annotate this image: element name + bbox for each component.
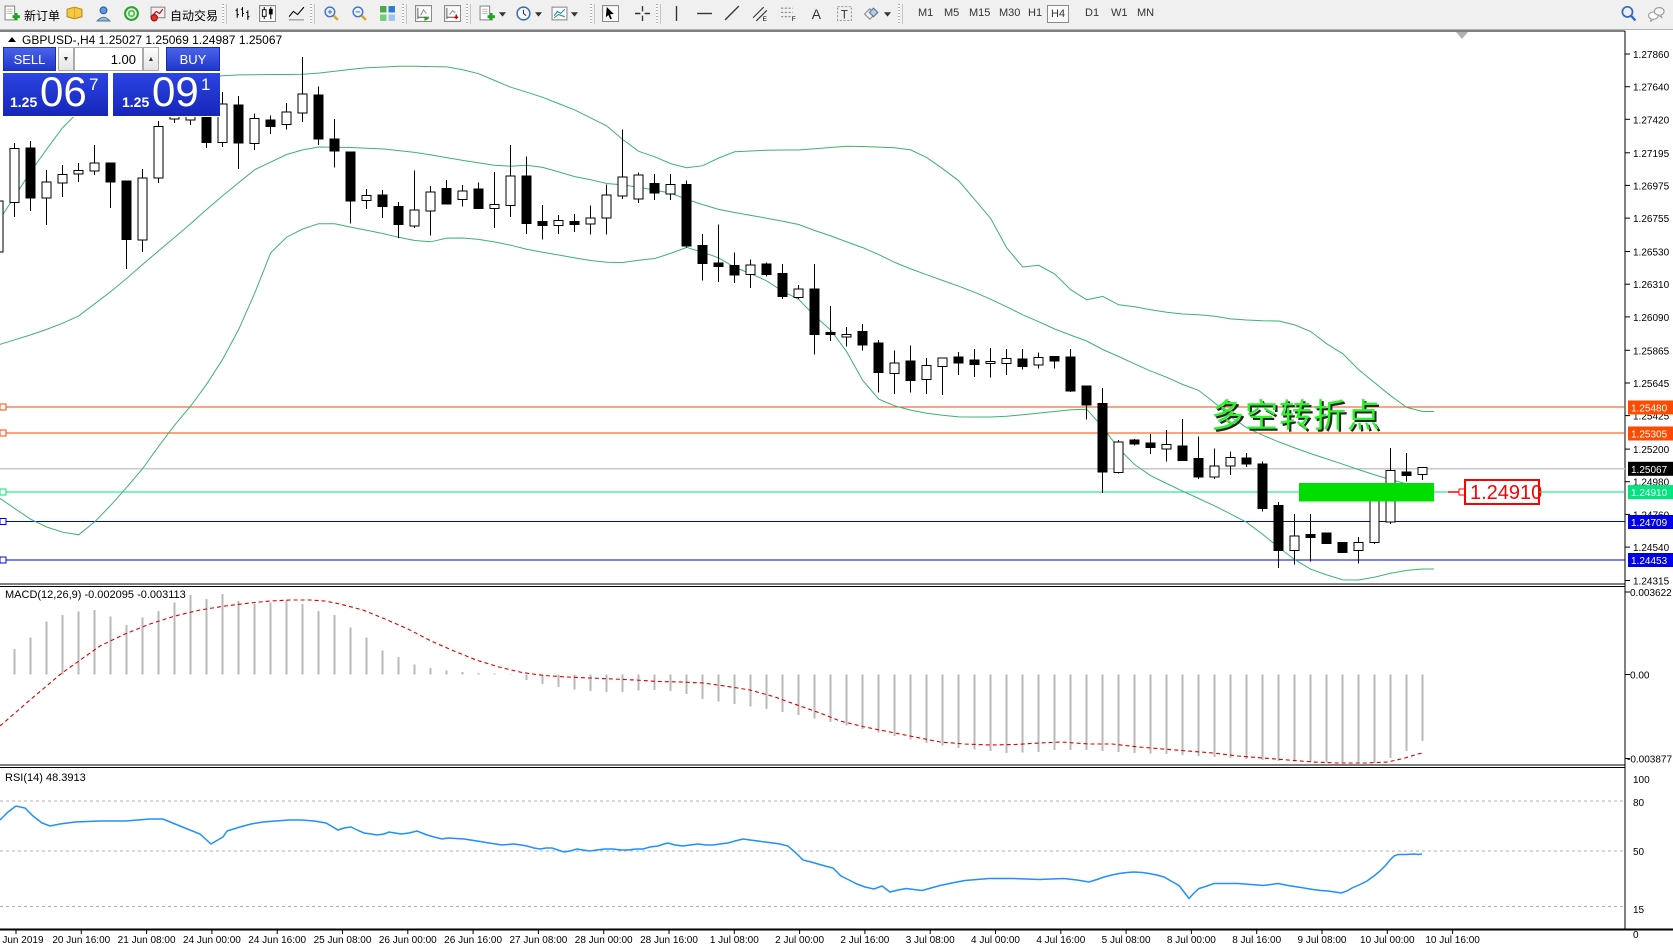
svg-text:9 Jul 08:00: 9 Jul 08:00 (1298, 935, 1347, 946)
svg-text:4 Jul 00:00: 4 Jul 00:00 (971, 935, 1020, 946)
svg-text:8 Jul 16:00: 8 Jul 16:00 (1232, 935, 1281, 946)
svg-text:1.24910: 1.24910 (1631, 488, 1668, 499)
svg-text:10 Jul 16:00: 10 Jul 16:00 (1425, 935, 1480, 946)
svg-text:RSI(14) 48.3913: RSI(14) 48.3913 (5, 772, 86, 784)
svg-text:1.24453: 1.24453 (1631, 556, 1668, 567)
svg-text:1.25865: 1.25865 (1633, 346, 1670, 357)
svg-text:1.25425: 1.25425 (1633, 412, 1670, 423)
svg-text:4 Jul 16:00: 4 Jul 16:00 (1036, 935, 1085, 946)
svg-text:3 Jul 08:00: 3 Jul 08:00 (906, 935, 955, 946)
svg-text:26 Jun 00:00: 26 Jun 00:00 (379, 935, 437, 946)
svg-text:1.27860: 1.27860 (1633, 50, 1670, 61)
svg-text:1.26090: 1.26090 (1633, 313, 1670, 324)
svg-text:8 Jul 00:00: 8 Jul 00:00 (1167, 935, 1216, 946)
svg-text:T: T (841, 8, 848, 21)
svg-text:1.26530: 1.26530 (1633, 248, 1670, 259)
svg-text:1.26755: 1.26755 (1633, 214, 1670, 225)
svg-text:A: A (812, 6, 822, 22)
svg-text:26 Jun 16:00: 26 Jun 16:00 (444, 935, 502, 946)
svg-text:1.26310: 1.26310 (1633, 280, 1670, 291)
svg-text:28 Jun 16:00: 28 Jun 16:00 (640, 935, 698, 946)
svg-text:25 Jun 08:00: 25 Jun 08:00 (314, 935, 372, 946)
svg-text:GBPUSD-,H4 1.25027 1.25069 1.: GBPUSD-,H4 1.25027 1.25069 1.24987 1.250… (22, 33, 283, 47)
svg-text:1.24709: 1.24709 (1631, 518, 1668, 529)
svg-text:20 Jun 2019: 20 Jun 2019 (0, 935, 44, 946)
svg-text:1.25305: 1.25305 (1631, 430, 1668, 441)
svg-text:1.24540: 1.24540 (1633, 543, 1670, 554)
svg-text:100: 100 (1633, 775, 1650, 786)
svg-text:F: F (792, 16, 796, 22)
svg-text:0.00: 0.00 (1630, 671, 1650, 682)
svg-text:多空转折点: 多空转折点 (1213, 399, 1383, 436)
svg-text:1.24315: 1.24315 (1633, 577, 1670, 588)
svg-text:1.25645: 1.25645 (1633, 379, 1670, 390)
svg-text:1.27195: 1.27195 (1633, 149, 1670, 160)
svg-text:1.27420: 1.27420 (1633, 115, 1670, 126)
svg-text:10 Jul 00:00: 10 Jul 00:00 (1360, 935, 1415, 946)
svg-text:15: 15 (1633, 905, 1645, 916)
svg-text:1.25480: 1.25480 (1631, 404, 1668, 415)
svg-text:1.27640: 1.27640 (1633, 83, 1670, 94)
svg-text:20 Jun 16:00: 20 Jun 16:00 (52, 935, 110, 946)
svg-text:1.24980: 1.24980 (1633, 478, 1670, 489)
svg-text:80: 80 (1633, 798, 1645, 809)
svg-text:0: 0 (1633, 930, 1639, 941)
svg-text:1 Jul 08:00: 1 Jul 08:00 (710, 935, 759, 946)
svg-text:1.25067: 1.25067 (1631, 465, 1668, 476)
svg-text:28 Jun 00:00: 28 Jun 00:00 (575, 935, 633, 946)
svg-text:24 Jun 16:00: 24 Jun 16:00 (248, 935, 306, 946)
svg-text:E: E (763, 16, 767, 22)
svg-text:1.26975: 1.26975 (1633, 181, 1670, 192)
svg-text:-0.003877: -0.003877 (1627, 755, 1672, 766)
svg-text:2 Jul 16:00: 2 Jul 16:00 (840, 935, 889, 946)
svg-text:1.24910: 1.24910 (1470, 482, 1542, 504)
svg-text:24 Jun 00:00: 24 Jun 00:00 (183, 935, 241, 946)
svg-text:1.25200: 1.25200 (1633, 445, 1670, 456)
svg-text:MACD(12,26,9) -0.002095 -0.003: MACD(12,26,9) -0.002095 -0.003113 (5, 589, 186, 601)
svg-text:27 Jun 08:00: 27 Jun 08:00 (509, 935, 567, 946)
svg-text:2 Jul 00:00: 2 Jul 00:00 (775, 935, 824, 946)
svg-text:5 Jul 08:00: 5 Jul 08:00 (1102, 935, 1151, 946)
svg-text:21 Jun 08:00: 21 Jun 08:00 (118, 935, 176, 946)
svg-text:多空转折点: 多空转折点 (1211, 397, 1381, 434)
svg-text:50: 50 (1633, 847, 1645, 858)
svg-text:0.003622: 0.003622 (1630, 588, 1672, 599)
